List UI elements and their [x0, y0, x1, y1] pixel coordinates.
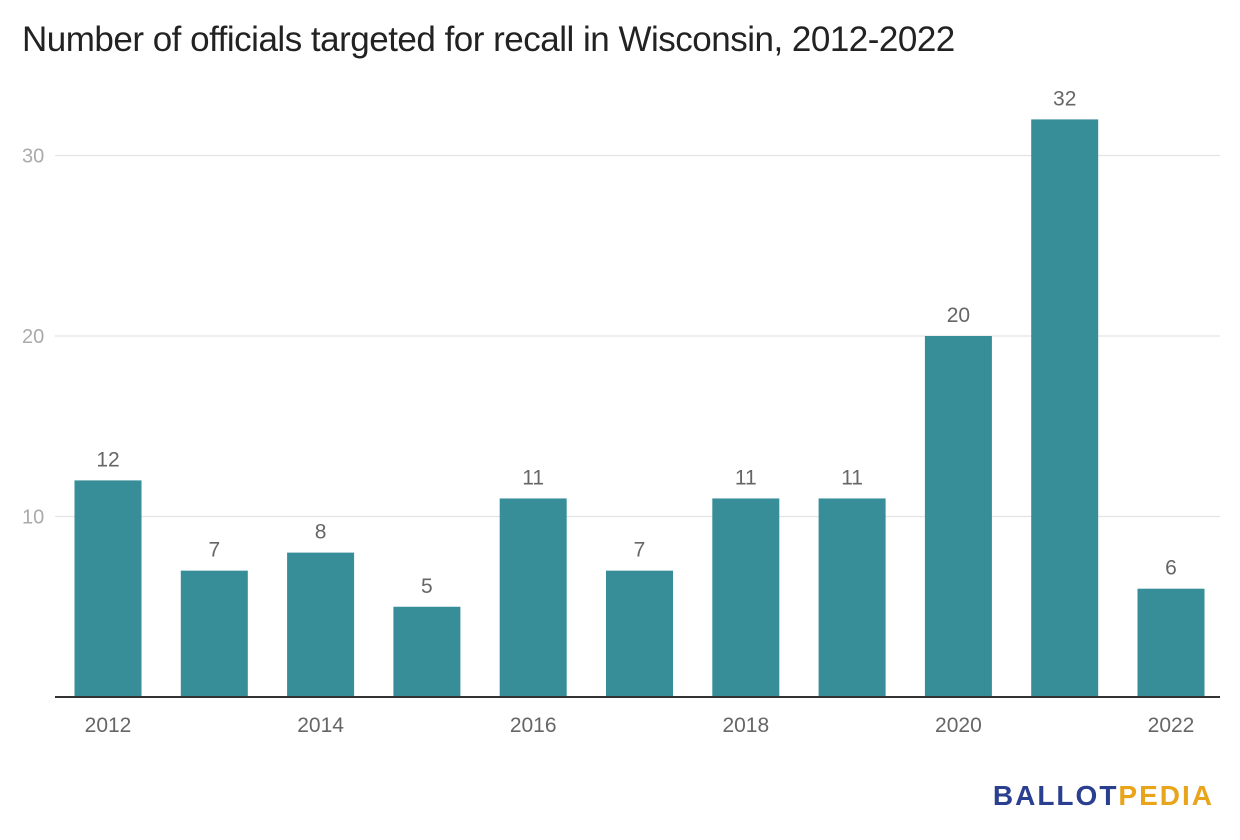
y-tick-label: 10 [22, 507, 44, 529]
data-label: 11 [841, 466, 863, 489]
x-tick-label: 2016 [510, 714, 557, 737]
x-tick-label: 2022 [1148, 714, 1195, 737]
data-label: 12 [96, 448, 119, 471]
data-label: 11 [735, 466, 757, 489]
bar [180, 570, 248, 697]
data-label: 8 [315, 521, 327, 544]
data-label: 11 [522, 466, 544, 489]
x-axis-tick-labels: 2012 2014 2016 2018 2020 2022 [85, 714, 1195, 737]
x-tick-label: 2020 [935, 714, 982, 737]
data-label: 7 [208, 539, 220, 562]
bar [1031, 119, 1099, 697]
bar [1137, 588, 1205, 697]
gridlines [55, 154, 1220, 518]
x-tick-label: 2018 [722, 714, 769, 737]
logo-part-pedia: PEDIA [1118, 780, 1214, 811]
data-label: 32 [1053, 87, 1076, 110]
data-label: 5 [421, 575, 433, 598]
bar [818, 498, 886, 697]
data-label: 20 [947, 304, 970, 327]
bar [606, 570, 673, 697]
ballotpedia-logo: BALLOTPEDIA [993, 780, 1214, 812]
data-labels: 12 7 8 5 11 7 11 11 20 32 6 [96, 87, 1177, 597]
y-tick-label: 20 [22, 326, 44, 348]
x-tick-label: 2014 [297, 714, 344, 737]
bar [712, 498, 780, 697]
logo-part-ballot: BALLOT [992, 780, 1119, 811]
x-tick-label: 2012 [85, 714, 132, 737]
bar [499, 498, 567, 697]
bar [287, 552, 355, 697]
bar [74, 480, 142, 697]
chart-title: Number of officials targeted for recall … [22, 20, 955, 59]
bar [393, 606, 461, 697]
y-axis-tick-labels: 10 20 30 [22, 146, 44, 529]
y-tick-label: 30 [22, 146, 44, 168]
data-label: 6 [1165, 557, 1177, 580]
bars [74, 119, 1205, 697]
data-label: 7 [634, 539, 646, 562]
bar [924, 336, 992, 697]
